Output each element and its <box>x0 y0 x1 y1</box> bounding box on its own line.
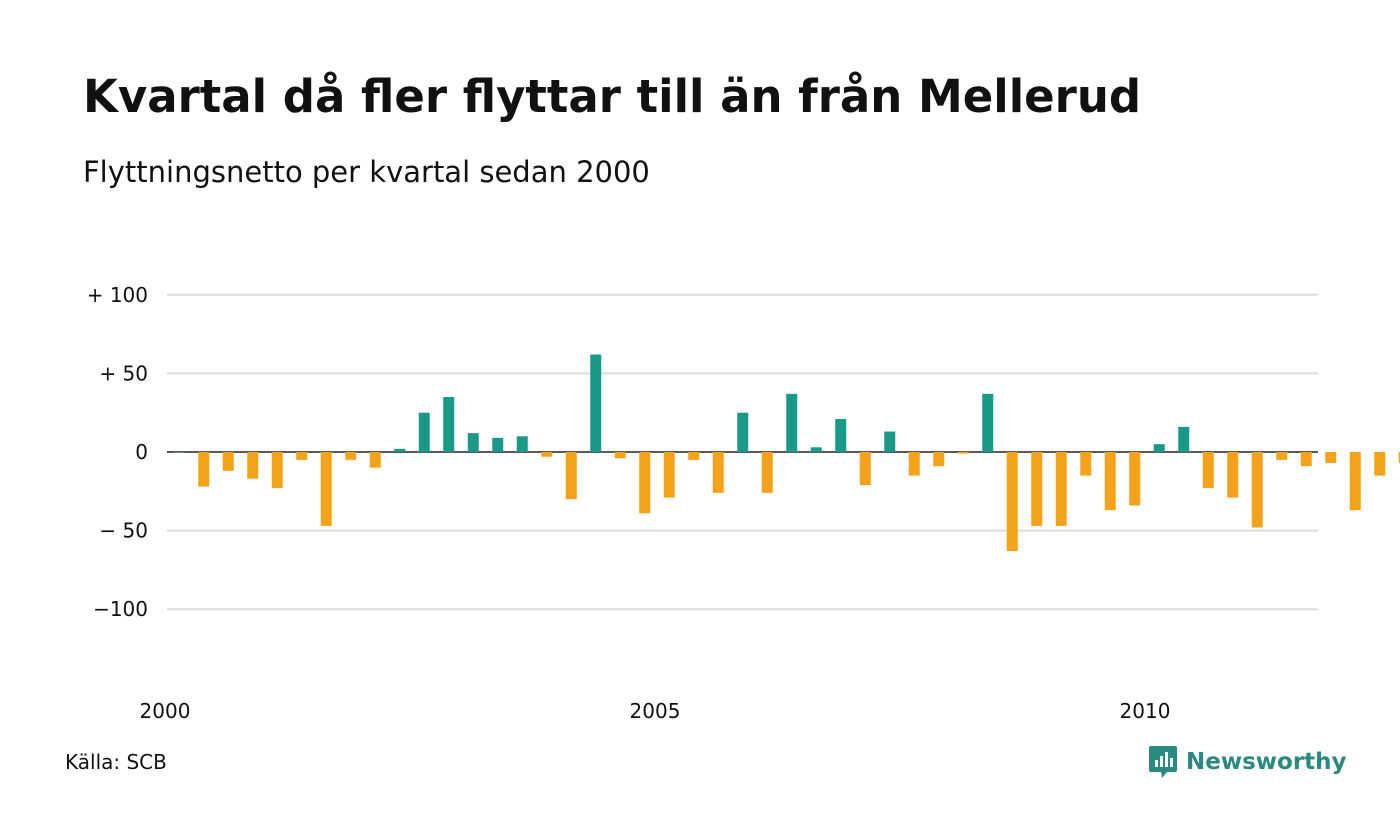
bar <box>884 431 896 452</box>
bar <box>639 452 651 514</box>
bar <box>933 452 945 467</box>
bar <box>957 452 969 454</box>
bar <box>1055 452 1067 526</box>
x-axis-ticks: 20002005201020152020 <box>140 699 1171 723</box>
bar <box>1006 452 1018 552</box>
bars <box>173 354 1400 552</box>
bar <box>1227 452 1239 498</box>
bar <box>565 452 577 500</box>
x-tick-label: 2010 <box>1120 699 1171 723</box>
bar <box>1178 426 1190 452</box>
y-tick-label: −100 <box>93 597 148 621</box>
y-tick-label: 0 <box>135 440 148 464</box>
bar <box>345 452 357 460</box>
brand-name: Newsworthy <box>1186 748 1347 775</box>
bar <box>614 452 626 459</box>
y-axis-ticks: + 100 + 50 0 − 50 −100 <box>87 283 148 621</box>
bar <box>908 452 920 476</box>
bar <box>271 452 283 489</box>
bar <box>1276 452 1288 460</box>
bar <box>1398 452 1400 464</box>
x-tick-label: 2005 <box>630 699 681 723</box>
bar <box>663 452 675 498</box>
bar <box>247 452 259 479</box>
y-tick-label: − 50 <box>99 519 148 543</box>
bar <box>1153 444 1165 452</box>
bar <box>1300 452 1312 467</box>
chart-title: Kvartal då fler flyttar till än från Mel… <box>83 70 1142 123</box>
brand: Newsworthy <box>1148 744 1347 780</box>
bar <box>1325 452 1337 464</box>
bar <box>737 412 749 452</box>
chart-subtitle: Flyttningsnetto per kvartal sedan 2000 <box>83 155 650 189</box>
bar <box>590 354 602 452</box>
bar <box>443 396 455 452</box>
bar <box>320 452 332 526</box>
bar <box>394 448 406 452</box>
bar <box>222 452 234 471</box>
bar <box>1104 452 1116 511</box>
bar <box>492 437 504 452</box>
bar <box>712 452 724 493</box>
bar <box>761 452 773 493</box>
bar <box>1251 452 1263 528</box>
bar <box>835 418 847 452</box>
bar <box>1080 452 1092 476</box>
bar <box>1202 452 1214 489</box>
bar <box>198 452 210 487</box>
bar <box>467 433 479 452</box>
bar <box>369 452 381 468</box>
bar <box>418 412 430 452</box>
gridlines <box>167 293 1318 611</box>
bar <box>982 393 994 452</box>
newsworthy-logo-icon <box>1149 746 1177 778</box>
bar <box>1031 452 1043 526</box>
x-tick-label: 2000 <box>140 699 191 723</box>
bar <box>541 452 553 457</box>
bar <box>688 452 700 460</box>
bar <box>1349 452 1361 511</box>
bar <box>516 436 528 452</box>
bar <box>786 393 798 452</box>
bar <box>859 452 871 486</box>
source-note: Källa: SCB <box>65 750 167 774</box>
bar <box>1374 452 1386 476</box>
bar <box>1129 452 1141 506</box>
bar <box>173 452 185 453</box>
y-tick-label: + 100 <box>87 283 148 307</box>
y-tick-label: + 50 <box>99 361 148 385</box>
bar <box>810 447 822 452</box>
bar <box>296 452 308 460</box>
